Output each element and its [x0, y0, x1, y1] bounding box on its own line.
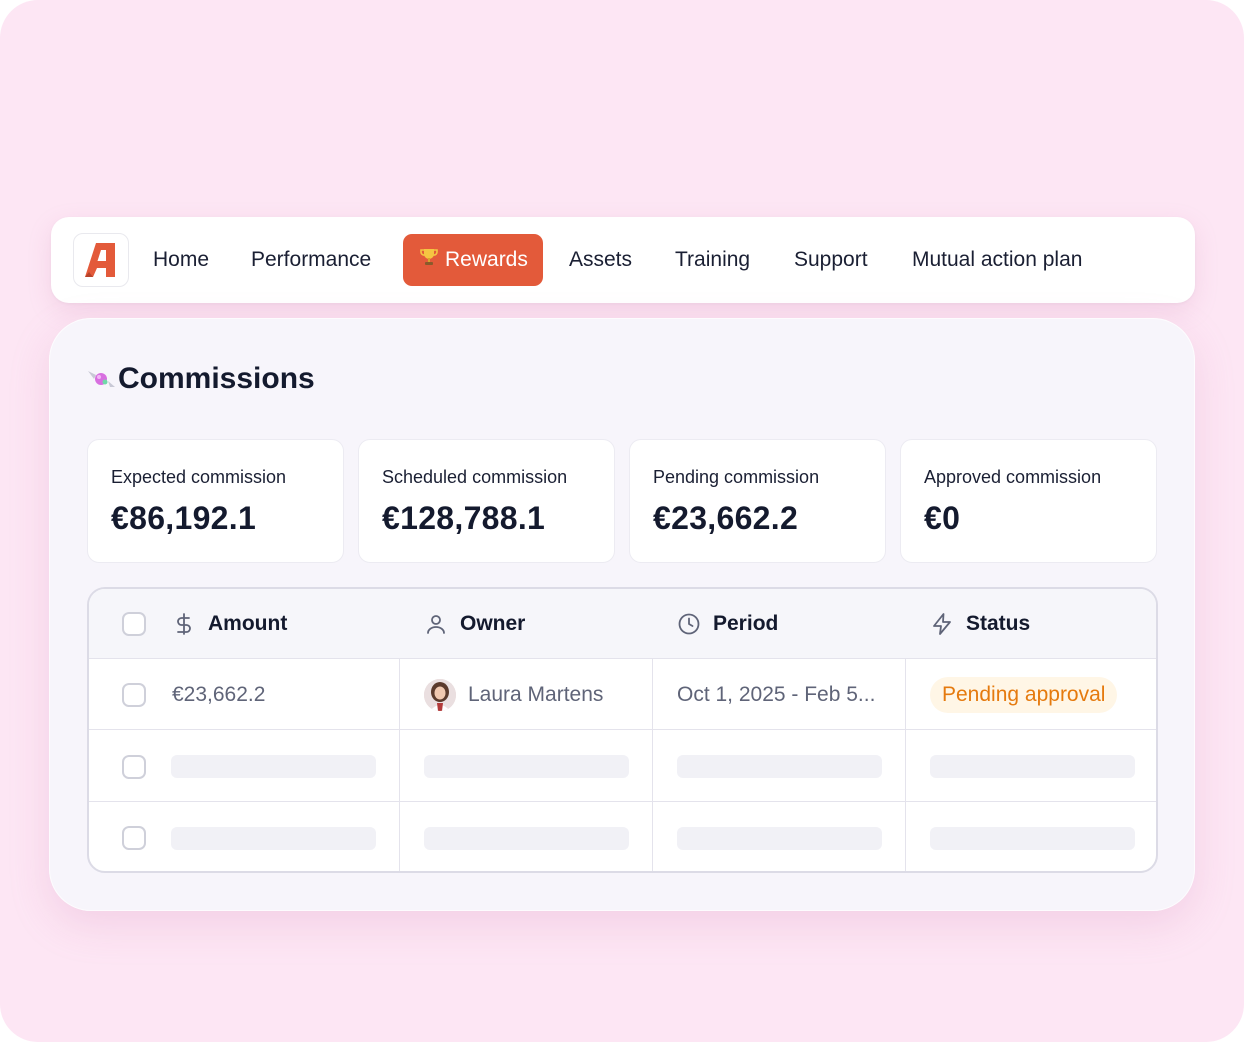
loading-skeleton — [171, 827, 376, 850]
bolt-icon — [933, 613, 951, 635]
dollar-icon — [177, 613, 191, 635]
column-period[interactable]: Period — [677, 589, 778, 659]
card-label: Expected commission — [111, 467, 287, 487]
expected-commission-card: Expected commission €86,192.1 — [87, 439, 344, 563]
card-value: €128,788.1 — [382, 500, 546, 536]
row-checkbox[interactable] — [122, 826, 146, 850]
column-label: Amount — [208, 612, 288, 635]
amount-cell: €23,662.2 — [172, 659, 265, 730]
card-value: €0 — [924, 500, 961, 536]
loading-skeleton — [930, 827, 1135, 850]
row-checkbox[interactable] — [122, 683, 146, 707]
column-divider — [652, 589, 653, 871]
nav-rewards-label: Rewards — [445, 248, 528, 271]
card-label: Pending commission — [653, 467, 820, 487]
commissions-panel: Commissions Expected commission €86,192.… — [49, 318, 1195, 911]
top-navbar: Home Performance Rewards Assets Training… — [51, 217, 1195, 303]
row-checkbox[interactable] — [122, 755, 146, 779]
trophy-icon — [419, 247, 439, 273]
loading-skeleton — [424, 827, 629, 850]
nav-mutual-action-plan[interactable]: Mutual action plan — [912, 248, 1083, 271]
table-row[interactable]: €23,662.2 Laura Martens — [89, 659, 1156, 730]
loading-skeleton — [677, 827, 882, 850]
commissions-table: Amount Owner Period — [87, 587, 1158, 873]
card-value: €23,662.2 — [653, 500, 799, 536]
logo-icon — [85, 243, 115, 277]
nav-training[interactable]: Training — [675, 248, 751, 271]
nav-assets[interactable]: Assets — [569, 248, 633, 271]
column-status[interactable]: Status — [930, 589, 1030, 659]
column-divider — [399, 589, 400, 871]
owner-cell: Laura Martens — [424, 659, 603, 730]
column-label: Owner — [460, 612, 526, 635]
nav-home[interactable]: Home — [153, 248, 210, 271]
status-cell: Pending approval — [930, 659, 1118, 730]
card-label: Scheduled commission — [382, 467, 568, 487]
period-value: Oct 1, 2025 - Feb 5... — [677, 682, 876, 706]
owner-name: Laura Martens — [468, 682, 604, 706]
status-badge: Pending approval — [930, 676, 1118, 713]
column-divider — [905, 589, 906, 871]
card-value: €86,192.1 — [111, 500, 257, 536]
pending-commission-card: Pending commission €23,662.2 — [629, 439, 886, 563]
amount-value: €23,662.2 — [172, 682, 266, 706]
scheduled-commission-card: Scheduled commission €128,788.1 — [358, 439, 615, 563]
user-icon — [427, 615, 445, 634]
loading-skeleton — [424, 755, 629, 778]
card-label: Approved commission — [924, 467, 1102, 487]
table-row — [89, 802, 1156, 871]
column-label: Period — [713, 612, 779, 635]
approved-commission-card: Approved commission €0 — [900, 439, 1157, 563]
clock-icon — [678, 613, 700, 635]
loading-skeleton — [677, 755, 882, 778]
select-all-checkbox[interactable] — [122, 612, 146, 636]
nav-rewards[interactable]: Rewards — [403, 234, 543, 286]
period-cell: Oct 1, 2025 - Feb 5... — [677, 659, 875, 730]
table-row — [89, 731, 1156, 802]
column-amount[interactable]: Amount — [172, 589, 287, 659]
page-title: Commissions — [86, 362, 315, 396]
loading-skeleton — [930, 755, 1135, 778]
avatar — [424, 678, 456, 711]
candy-icon — [88, 371, 115, 387]
column-label: Status — [966, 612, 1031, 635]
table-header: Amount Owner Period — [89, 589, 1156, 659]
loading-skeleton — [171, 755, 376, 778]
brand-logo[interactable] — [73, 233, 129, 287]
column-owner[interactable]: Owner — [424, 589, 525, 659]
nav-support[interactable]: Support — [794, 248, 868, 271]
commissions-title: Commissions — [118, 362, 315, 395]
nav-performance[interactable]: Performance — [251, 248, 372, 271]
